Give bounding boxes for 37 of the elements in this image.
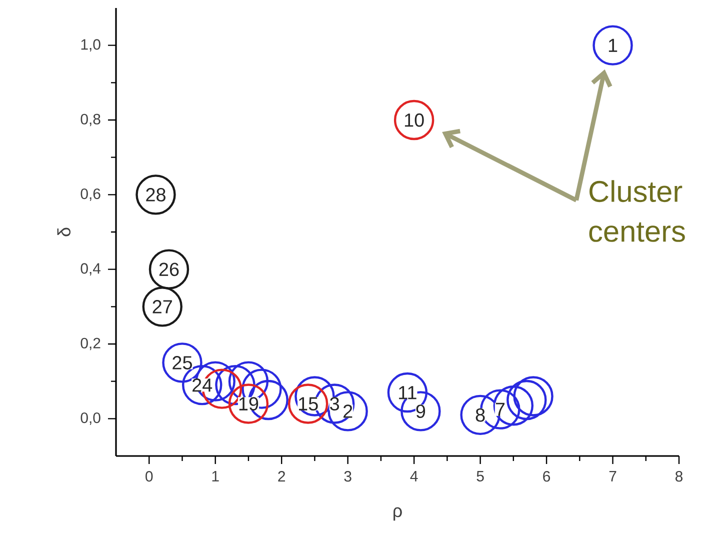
point bbox=[506, 380, 547, 420]
annotation: 15 bbox=[298, 397, 318, 411]
x-tick-label: 5 bbox=[476, 471, 484, 482]
annotation: Cluster centers bbox=[589, 180, 685, 242]
annotation: 28 bbox=[146, 188, 166, 202]
y-axis-title: δ bbox=[57, 228, 71, 236]
annotation: 11 bbox=[399, 386, 416, 400]
point bbox=[513, 376, 554, 416]
annotation: 25 bbox=[172, 356, 192, 370]
y-tick-label: 0,4 bbox=[80, 263, 101, 276]
x-tick-label: 1 bbox=[212, 471, 219, 482]
annotation: 7 bbox=[496, 402, 504, 416]
annotation: 9 bbox=[416, 404, 426, 418]
annotation: 24 bbox=[192, 378, 212, 392]
annotation: 19 bbox=[239, 397, 258, 411]
x-tick-label: 3 bbox=[344, 471, 352, 482]
x-tick-label: 4 bbox=[410, 471, 418, 482]
x-tick-label: 0 bbox=[146, 471, 153, 482]
annotation: 1 bbox=[608, 38, 618, 52]
x-tick-label: 2 bbox=[278, 471, 285, 482]
point bbox=[493, 385, 534, 426]
x-tick-label: 7 bbox=[609, 471, 616, 482]
annotation: 27 bbox=[152, 300, 172, 314]
point bbox=[592, 25, 633, 66]
annotation: 3 bbox=[330, 397, 339, 411]
y-tick-label: 0,8 bbox=[80, 114, 100, 126]
annotation: 10 bbox=[404, 113, 424, 127]
annotation: 8 bbox=[476, 408, 485, 422]
annotation: 2 bbox=[343, 404, 352, 418]
x-tick-label: 6 bbox=[543, 471, 550, 482]
x-tick-label: 8 bbox=[676, 471, 682, 482]
annotation: 26 bbox=[159, 262, 179, 276]
y-tick-label: 1,0 bbox=[81, 39, 100, 52]
y-tick-label: 0,6 bbox=[80, 188, 100, 201]
y-tick-label: 0,0 bbox=[80, 412, 100, 425]
y-tick-label: 0,2 bbox=[80, 338, 100, 350]
x-axis-title: ρ bbox=[394, 507, 402, 521]
